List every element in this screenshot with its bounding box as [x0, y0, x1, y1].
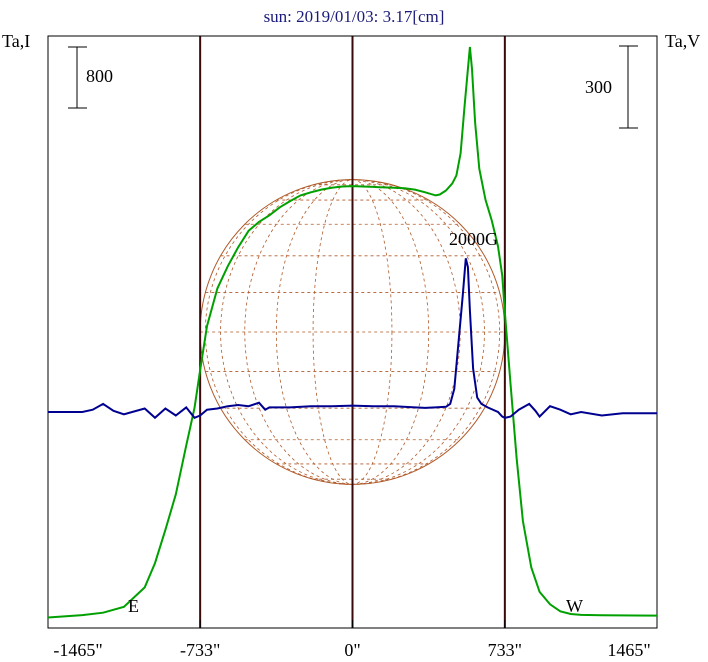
guide-lines: [199, 36, 506, 628]
east-limb-label: E: [128, 596, 139, 616]
west-limb-label: W: [566, 596, 583, 616]
intensity-series-line: [47, 46, 658, 619]
x-tick-label: 733": [488, 640, 522, 660]
left-scale-bar: 800: [68, 46, 113, 109]
right-axis-label: Ta,V: [665, 31, 700, 51]
right-scale-bar: 300: [585, 45, 638, 129]
left-axis-label: Ta,I: [2, 31, 30, 51]
x-axis-ticks: -1465" -733" 0" 733" 1465": [47, 620, 658, 660]
x-tick-label: -733": [180, 640, 220, 660]
x-tick-label: 1465": [607, 640, 650, 660]
peak-annotation: 2000G: [449, 229, 498, 249]
x-tick-label: -1465": [53, 640, 102, 660]
right-scale-bar-label: 300: [585, 77, 612, 97]
left-scale-bar-label: 800: [86, 66, 113, 86]
polarization-series-line: [48, 258, 657, 420]
x-tick-label: 0": [344, 640, 360, 660]
chart-title: sun: 2019/01/03: 3.17[cm]: [264, 7, 445, 26]
